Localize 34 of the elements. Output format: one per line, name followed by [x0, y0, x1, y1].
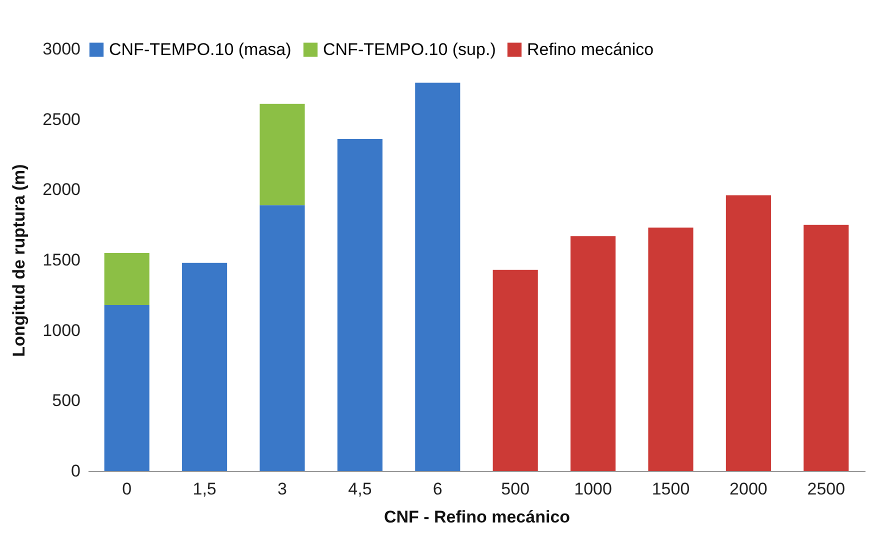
bar — [492, 270, 538, 471]
x-tick-label: 1000 — [574, 480, 612, 498]
y-axis-title: Longitud de ruptura (m) — [10, 164, 29, 357]
y-tick-label: 2500 — [42, 110, 80, 129]
legend-label: CNF-TEMPO.10 (sup.) — [323, 40, 496, 59]
bar — [182, 262, 228, 471]
x-tick-label: 1,5 — [192, 480, 216, 498]
bar — [726, 195, 771, 471]
x-tick-label: 2500 — [807, 480, 846, 498]
x-axis-title: CNF - Refino mecánico — [384, 508, 570, 526]
y-tick-label: 1500 — [42, 250, 80, 270]
bar — [260, 205, 305, 471]
x-tick-label: 2000 — [730, 480, 768, 498]
y-tick-label: 3000 — [42, 40, 80, 58]
bar — [570, 236, 616, 471]
bar — [648, 228, 694, 471]
x-tick-label: 6 — [432, 480, 442, 498]
legend-label: Refino mecánico — [527, 40, 654, 59]
bar — [804, 224, 849, 471]
y-tick-label: 1000 — [42, 320, 80, 340]
bar — [415, 82, 460, 471]
x-tick-label: 4,5 — [348, 480, 372, 498]
y-tick-label: 500 — [52, 391, 80, 410]
x-tick-label: 500 — [501, 480, 530, 498]
bar — [260, 104, 305, 206]
y-tick-label: 0 — [71, 462, 80, 480]
x-tick-label: 1500 — [652, 480, 690, 498]
x-tick-label: 0 — [122, 480, 132, 498]
y-tick-label: 2000 — [42, 180, 80, 200]
bar — [104, 252, 150, 306]
bar — [104, 305, 150, 471]
bar — [337, 139, 382, 471]
x-tick-label: 3 — [278, 480, 287, 498]
legend-label: CNF-TEMPO.10 (masa) — [109, 40, 292, 59]
